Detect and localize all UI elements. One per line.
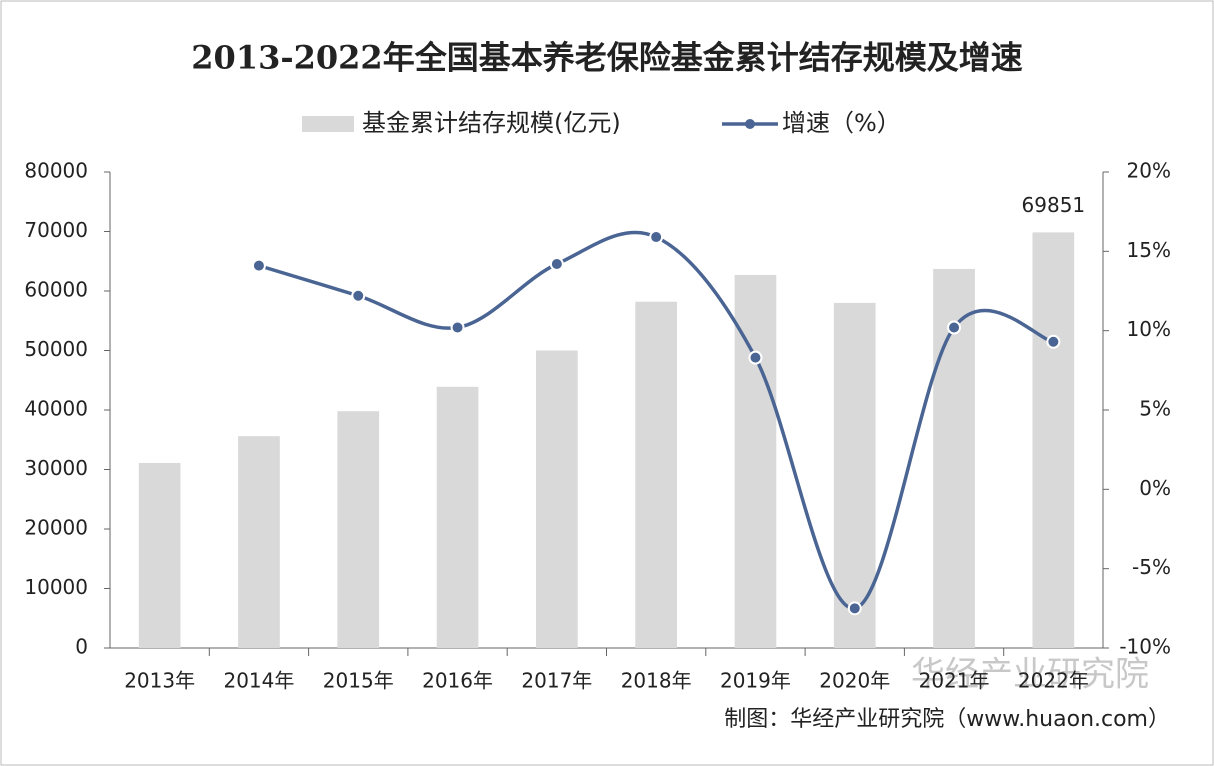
bar	[635, 301, 678, 648]
data-label: 69851	[1022, 193, 1086, 217]
x-tick-label: 2013年	[124, 669, 195, 693]
y-tick-label: 20000	[24, 516, 88, 540]
y-tick-label: 50000	[24, 337, 88, 361]
y2-tick-label: 0%	[1139, 476, 1171, 500]
line-point	[947, 320, 962, 335]
x-tick-label: 2015年	[323, 669, 394, 693]
x-tick-label: 2018年	[621, 669, 692, 693]
y2-tick-label: -10%	[1119, 635, 1171, 659]
line	[258, 230, 1054, 611]
line-point	[1046, 334, 1061, 349]
y-tick-label: 30000	[24, 456, 88, 480]
y2-tick-label: 20%	[1127, 159, 1171, 183]
y2-tick-label: -5%	[1132, 555, 1171, 579]
line-point	[649, 230, 664, 245]
bar	[337, 411, 380, 648]
y-tick-label: 60000	[24, 278, 88, 302]
bar	[436, 386, 479, 648]
bar	[238, 436, 280, 648]
x-tick-label: 2020年	[819, 669, 890, 693]
line-point	[748, 350, 763, 365]
legend-swatch	[302, 116, 354, 132]
watermark: 华经产业研究院	[911, 655, 1149, 695]
bar	[1032, 232, 1075, 649]
line-point	[251, 258, 266, 273]
x-tick-label: 2014年	[223, 669, 294, 693]
y-tick-label: 40000	[24, 397, 88, 421]
x-tick-label: 2016年	[422, 669, 493, 693]
y-tick-label: 0	[75, 635, 88, 659]
x-tick-label: 2017年	[521, 669, 592, 693]
y2-tick-label: 10%	[1127, 317, 1171, 341]
x-tick-label: 2019年	[720, 669, 791, 693]
line-point	[351, 288, 366, 303]
chart-title: 2013-2022年全国基本养老保险基金累计结存规模及增速	[191, 39, 1022, 77]
bar	[138, 462, 181, 648]
y-tick-label: 10000	[24, 575, 88, 599]
legend-label: 基金累计结存规模(亿元)	[362, 109, 621, 137]
y2-tick-label: 5%	[1139, 397, 1171, 421]
line-point	[847, 601, 862, 616]
bar	[734, 274, 777, 648]
source: 制图：华经产业研究院（www.huaon.com）	[724, 707, 1170, 732]
y-tick-label: 70000	[24, 218, 88, 242]
legend-label: 增速（%）	[782, 109, 901, 137]
legend-swatch	[745, 119, 755, 129]
bar	[535, 350, 578, 648]
line-point	[450, 320, 465, 335]
line-point	[549, 257, 564, 272]
x-tick-label: 2021年	[919, 669, 990, 693]
y2-tick-label: 15%	[1127, 238, 1171, 262]
x-tick-label: 2022年	[1018, 669, 1089, 693]
y-tick-label: 80000	[24, 159, 88, 183]
